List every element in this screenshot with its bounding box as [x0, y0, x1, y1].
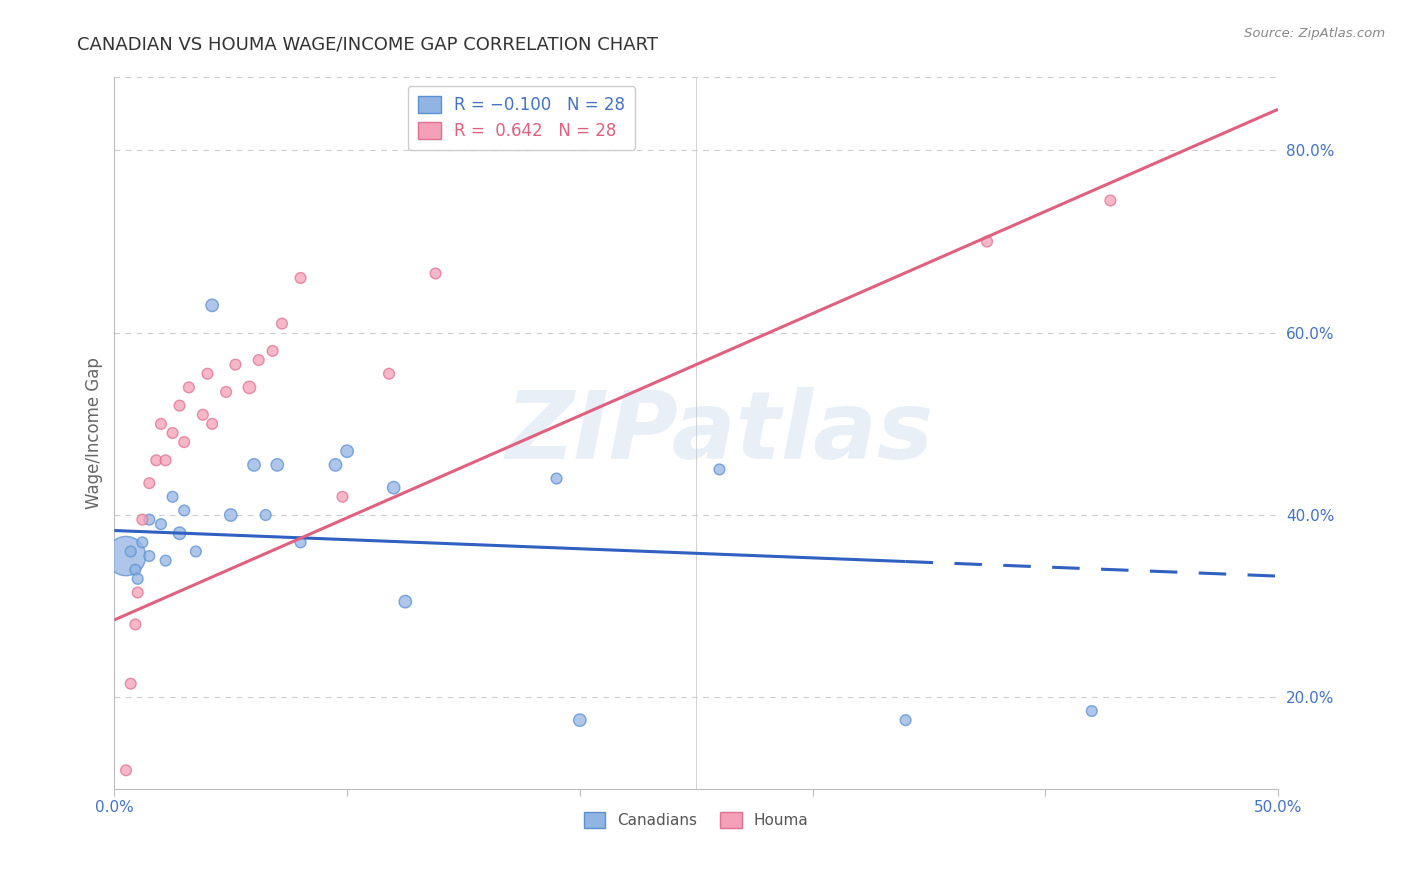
Point: [271, 317, 294, 331]
Point: [138, 549, 160, 563]
Point: [546, 472, 568, 486]
Point: [1081, 704, 1104, 718]
Point: [184, 544, 207, 558]
Text: CANADIAN VS HOUMA WAGE/INCOME GAP CORRELATION CHART: CANADIAN VS HOUMA WAGE/INCOME GAP CORREL…: [77, 36, 658, 54]
Point: [115, 549, 138, 563]
Point: [115, 764, 138, 778]
Point: [191, 408, 214, 422]
Point: [127, 572, 149, 586]
Point: [976, 235, 998, 249]
Point: [124, 617, 146, 632]
Point: [155, 553, 177, 567]
Point: [131, 535, 153, 549]
Point: [127, 585, 149, 599]
Point: [138, 476, 160, 491]
Point: [219, 508, 242, 522]
Point: [120, 544, 142, 558]
Point: [568, 713, 591, 727]
Point: [138, 512, 160, 526]
Y-axis label: Wage/Income Gap: Wage/Income Gap: [86, 357, 103, 509]
Point: [243, 458, 266, 472]
Point: [254, 508, 277, 522]
Point: [336, 444, 359, 458]
Point: [378, 367, 401, 381]
Point: [120, 676, 142, 690]
Point: [709, 462, 731, 476]
Point: [149, 417, 172, 431]
Text: Source: ZipAtlas.com: Source: ZipAtlas.com: [1244, 27, 1385, 40]
Point: [894, 713, 917, 727]
Point: [201, 417, 224, 431]
Point: [149, 517, 172, 532]
Point: [238, 380, 260, 394]
Point: [1099, 194, 1122, 208]
Point: [325, 458, 347, 472]
Point: [177, 380, 200, 394]
Point: [162, 425, 184, 440]
Point: [155, 453, 177, 467]
Point: [124, 563, 146, 577]
Text: ZIPatlas: ZIPatlas: [505, 387, 934, 479]
Point: [332, 490, 354, 504]
Point: [266, 458, 288, 472]
Point: [197, 367, 219, 381]
Point: [425, 267, 447, 281]
Point: [169, 399, 191, 413]
Point: [131, 512, 153, 526]
Point: [169, 526, 191, 541]
Point: [215, 384, 238, 399]
Point: [224, 358, 246, 372]
Point: [162, 490, 184, 504]
Point: [247, 353, 270, 368]
Point: [173, 503, 195, 517]
Point: [262, 343, 284, 358]
Point: [382, 481, 405, 495]
Point: [394, 594, 416, 608]
Point: [145, 453, 167, 467]
Point: [173, 435, 195, 450]
Point: [290, 271, 312, 285]
Point: [201, 298, 224, 312]
Legend: Canadians, Houma: Canadians, Houma: [578, 806, 814, 834]
Point: [290, 535, 312, 549]
